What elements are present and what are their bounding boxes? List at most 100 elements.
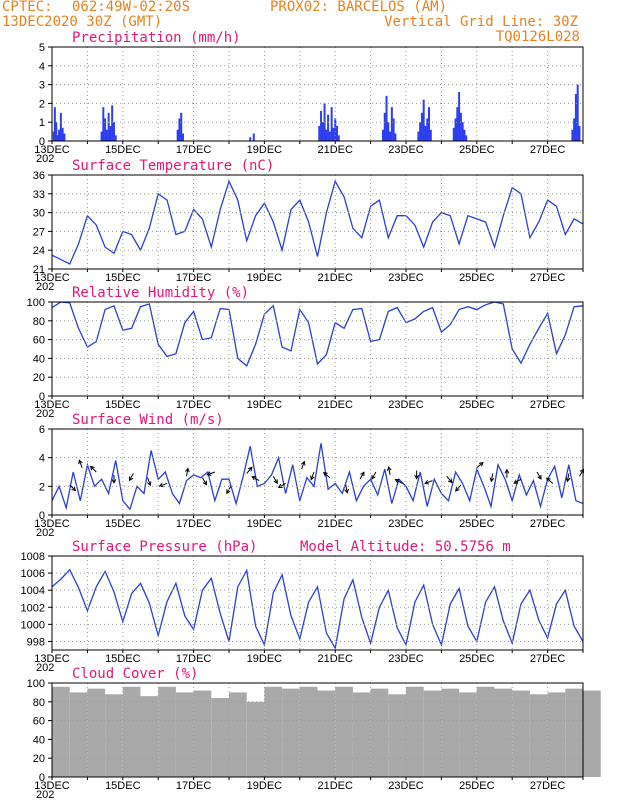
precip-bar [56,135,59,141]
wind-arrow [414,470,419,480]
precip-bar [463,129,466,141]
wind-arrow [128,473,134,482]
year-fragment-label: 202 [36,281,54,293]
rh-frame [51,301,584,397]
year-fragment-label: 202 [36,153,54,165]
precip-bar [332,127,335,141]
coords-label: 062:49W-02:20S [72,0,190,15]
x-tick-label: 27DEC [530,272,566,284]
wind-arrow [504,468,510,478]
wind-arrow [246,466,253,474]
y-tick-label: 5 [39,42,45,54]
year-fragment-label: 202 [36,662,54,674]
x-tick-label: 19DEC [247,518,283,530]
y-tick-label: 30 [33,208,45,220]
precip-bar [61,127,64,141]
x-tick-label: 25DEC [459,399,495,411]
precip-bar [458,92,461,141]
x-tick-label: 19DEC [247,399,283,411]
x-tick-label: 13DEC [34,144,70,156]
x-tick-label: 21DEC [317,518,353,530]
x-tick-label: 25DEC [459,144,495,156]
precip-bar [53,107,56,141]
wind-arrow [476,461,484,469]
wind-arrow [206,471,216,476]
cloud-bar [193,690,212,777]
y-tick-label: 27 [33,226,45,238]
precip-bar [327,114,330,141]
x-tick-label: 25DEC [459,518,495,530]
y-tick-label: 3 [39,80,45,92]
precip-bar [381,129,384,141]
y-tick-label: 60 [33,716,45,728]
x-tick-label: 23DEC [388,399,424,411]
wind-arrow [89,465,97,473]
precip-bar [426,118,429,141]
rh-series-line [51,301,584,367]
x-tick-label: 25DEC [459,653,495,665]
cloud-bar [335,686,353,777]
wind-title: Surface Wind (m/s) [72,412,224,428]
precip-bar [428,107,431,141]
cloud-bar [264,686,283,777]
y-tick-label: 80 [33,316,45,328]
y-tick-label: 0 [39,510,45,522]
y-tick-label: 1002 [21,602,45,614]
wind-arrow [202,477,207,486]
y-tick-label: 40 [33,734,45,746]
x-tick-label: 13DEC [34,399,70,411]
precip-bar [104,118,107,141]
precip-bar [335,125,338,141]
precip-bar [394,133,397,141]
precip-bar [392,118,395,141]
x-tick-label: 27DEC [530,518,566,530]
cloud-bar [211,698,229,777]
x-tick-label: 15DEC [105,780,141,792]
wind-arrow [272,476,278,485]
precip-bar [59,112,62,141]
y-tick-label: 2 [39,98,45,110]
press-panel: Surface Pressure (hPa) Model Altitude: 50… [21,539,584,674]
wind-arrow [111,474,117,484]
y-tick-label: 2 [39,481,45,493]
cloud-bar [494,688,513,777]
y-tick-label: 20 [33,753,45,765]
y-tick-label: 1004 [21,585,45,597]
precip-bar [465,135,468,141]
y-tick-label: 4 [39,453,45,465]
precip-bar [320,110,323,141]
cloud-bar [583,690,601,777]
x-tick-label: 17DEC [176,144,212,156]
y-tick-label: 80 [33,697,45,709]
precip-bar [180,112,183,141]
cloud-bar [317,690,336,777]
wind-arrow [565,473,571,483]
x-tick-label: 25DEC [459,272,495,284]
precip-bar [578,125,581,141]
precip-bar [181,133,184,141]
y-tick-label: 1006 [21,568,45,580]
precip-bar [325,129,328,141]
x-tick-label: 13DEC [34,518,70,530]
x-tick-label: 15DEC [105,399,141,411]
precip-bar [419,122,422,141]
cloud-bar [352,692,371,777]
wind-arrow [446,475,453,484]
cloud-bar [140,696,159,777]
precip-bar [111,105,114,141]
cloud-bar [52,686,70,777]
precip-bar [52,131,55,141]
x-tick-label: 23DEC [388,272,424,284]
cloud-bar [87,688,106,777]
precip-bar [249,137,252,141]
cloud-bar [370,688,389,777]
cloud-bar [299,686,318,777]
precip-bar [109,125,112,141]
precip-bar [573,118,576,141]
precip-bar [571,129,574,141]
cloud-bar [229,692,247,777]
y-tick-label: 100 [27,678,45,690]
precip-bar [63,133,66,141]
cloud-frame [51,682,584,778]
